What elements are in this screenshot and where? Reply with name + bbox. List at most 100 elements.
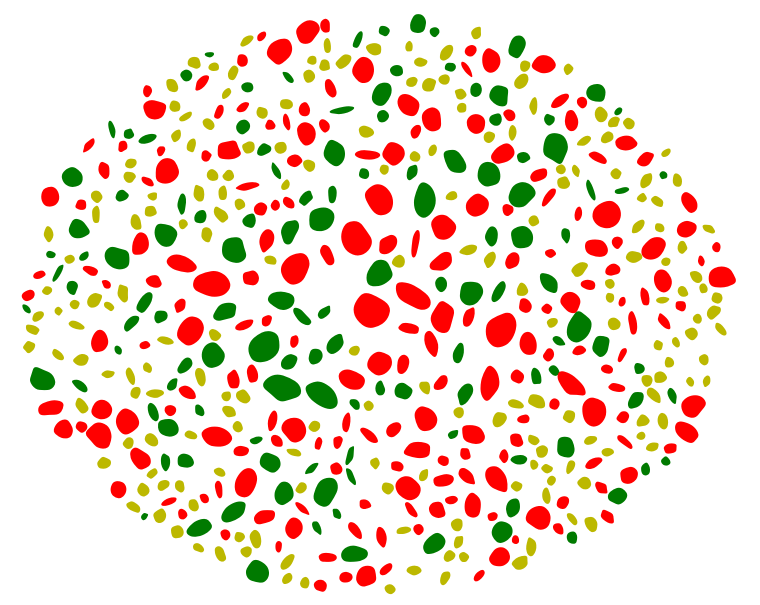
green-blob <box>557 436 575 458</box>
olive-blob <box>516 282 529 296</box>
green-blob <box>221 501 246 523</box>
red-blob <box>201 150 212 162</box>
olive-blob <box>715 322 727 336</box>
red-blob <box>270 199 280 211</box>
red-blob <box>141 176 154 187</box>
red-blob <box>101 279 111 289</box>
green-blob <box>543 133 568 164</box>
red-blob <box>519 298 532 313</box>
red-blob <box>611 236 623 250</box>
olive-blob <box>235 389 251 404</box>
olive-blob <box>438 74 450 85</box>
red-blob <box>296 20 320 44</box>
red-blob <box>397 93 420 117</box>
olive-blob <box>445 191 458 201</box>
olive-blob <box>625 251 643 263</box>
green-blob <box>614 187 630 194</box>
red-blob <box>178 385 196 400</box>
green-blob <box>531 367 542 385</box>
olive-blob <box>646 387 661 404</box>
green-blob <box>371 82 392 106</box>
olive-blob <box>535 445 549 458</box>
olive-blob <box>406 565 422 576</box>
green-blob <box>511 226 534 249</box>
green-blob <box>485 226 498 247</box>
red-blob <box>525 505 551 530</box>
green-blob <box>452 342 464 364</box>
olive-blob <box>514 73 529 89</box>
red-blob <box>330 462 343 475</box>
green-blob <box>429 27 440 38</box>
green-blob <box>154 310 168 324</box>
green-blob <box>72 379 88 393</box>
red-blob <box>91 399 113 420</box>
green-blob <box>607 487 628 505</box>
olive-blob <box>529 97 538 115</box>
olive-blob <box>192 543 205 553</box>
red-blob <box>53 419 73 439</box>
red-blob <box>582 397 607 427</box>
red-blob <box>353 293 390 328</box>
olive-blob <box>510 481 523 492</box>
olive-blob <box>264 255 277 265</box>
green-blob <box>477 161 501 187</box>
red-blob <box>697 255 705 267</box>
olive-blob <box>90 190 103 204</box>
red-blob <box>82 265 98 276</box>
red-blob <box>398 322 419 334</box>
red-blob <box>411 230 420 258</box>
red-blob <box>618 296 626 307</box>
green-blob <box>249 436 263 445</box>
red-blob <box>227 369 240 389</box>
olive-blob <box>144 433 159 447</box>
green-blob <box>323 139 346 167</box>
red-blob <box>605 263 621 276</box>
olive-blob <box>702 375 711 388</box>
olive-blob <box>137 482 150 497</box>
olive-blob <box>584 435 598 445</box>
olive-blob <box>303 159 316 172</box>
red-blob <box>314 436 323 450</box>
red-blob <box>517 414 530 424</box>
red-blob <box>367 351 392 376</box>
olive-blob <box>677 240 688 254</box>
red-blob <box>201 426 233 447</box>
olive-blob <box>213 467 226 477</box>
olive-blob <box>64 254 75 264</box>
red-blob <box>437 455 449 466</box>
red-blob <box>98 161 110 180</box>
olive-blob <box>242 141 255 154</box>
olive-blob <box>555 164 566 175</box>
green-blob <box>443 149 467 173</box>
green-blob <box>124 315 140 332</box>
green-blob <box>329 106 355 115</box>
green-blob <box>508 182 536 208</box>
olive-blob <box>406 76 418 87</box>
olive-blob <box>672 173 683 187</box>
olive-blob <box>157 336 174 345</box>
olive-blob <box>600 131 614 144</box>
red-blob <box>615 135 638 151</box>
olive-blob <box>206 169 219 181</box>
olive-blob <box>97 456 112 469</box>
olive-blob <box>174 480 185 493</box>
red-blob <box>584 239 608 257</box>
red-blob <box>338 369 365 390</box>
red-blob <box>391 461 404 472</box>
olive-blob <box>43 226 54 243</box>
olive-blob <box>130 386 141 399</box>
red-blob <box>541 188 556 207</box>
olive-blob <box>566 513 578 526</box>
red-blob <box>530 168 548 182</box>
green-blob <box>222 237 247 263</box>
olive-blob <box>69 299 80 310</box>
red-blob <box>444 495 458 505</box>
red-blob <box>464 492 481 518</box>
red-blob <box>466 114 486 134</box>
olive-blob <box>636 431 646 440</box>
olive-blob <box>222 405 236 418</box>
red-blob <box>281 417 307 443</box>
olive-blob <box>25 324 40 335</box>
olive-blob <box>363 400 374 411</box>
